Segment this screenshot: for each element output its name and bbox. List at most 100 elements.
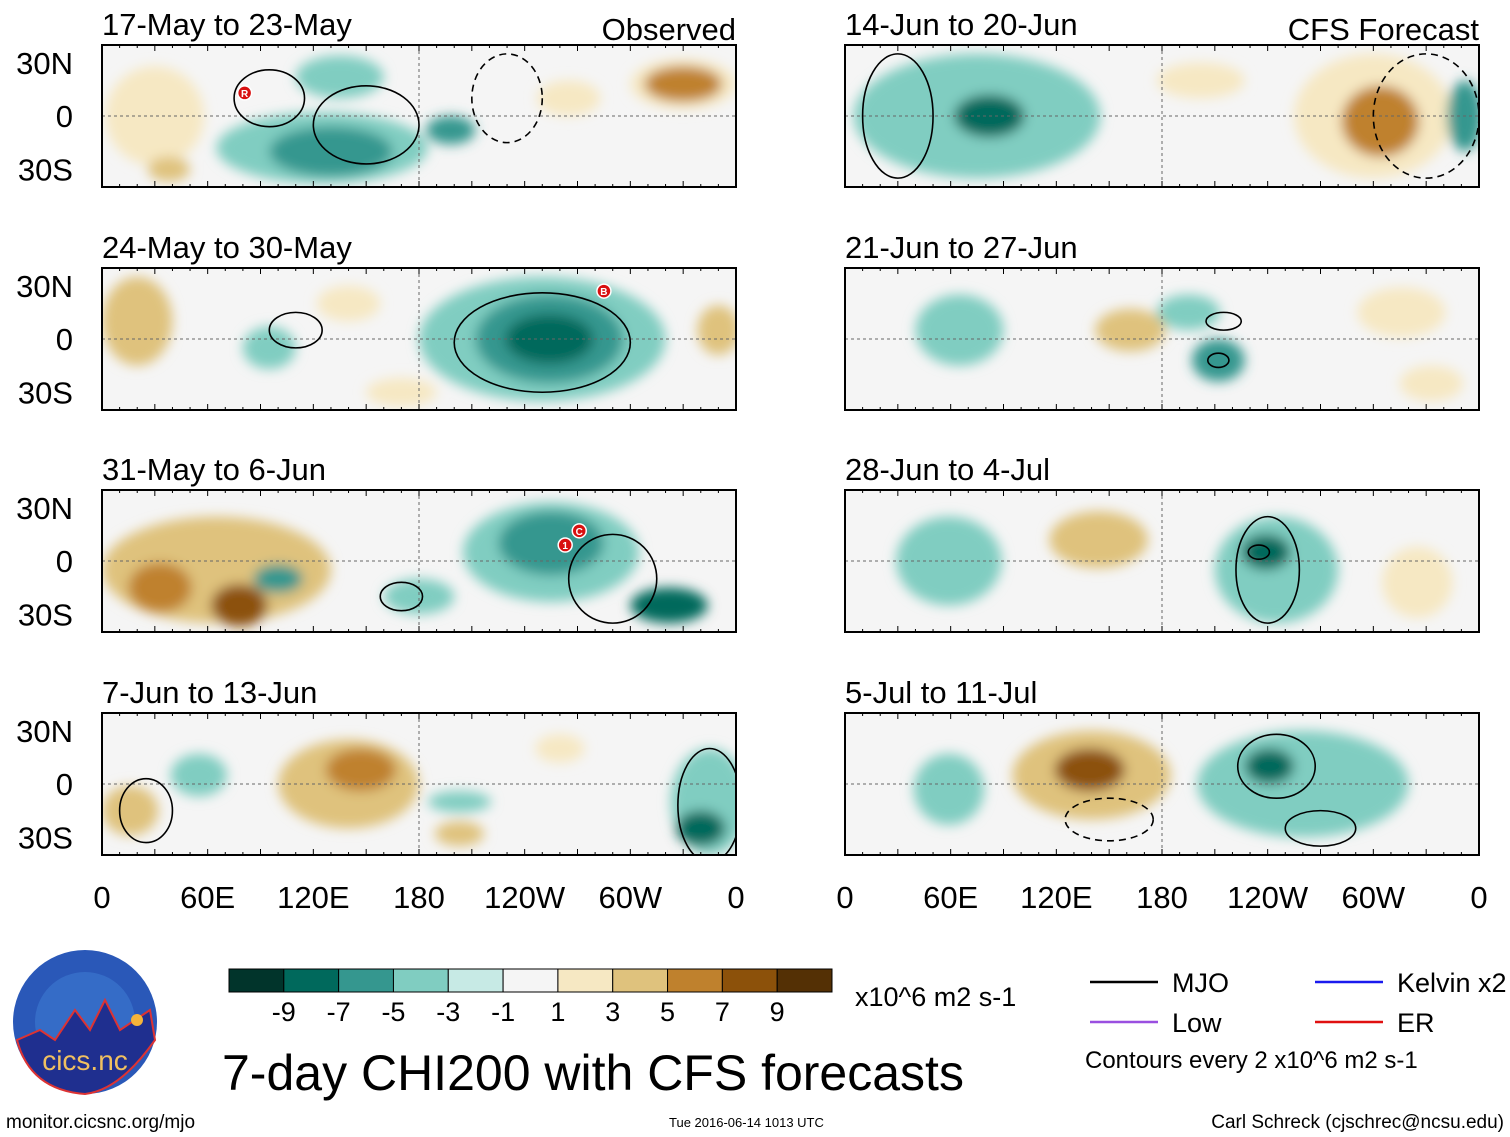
panel-date-range: 5-Jul to 11-Jul (845, 675, 1037, 710)
anomaly-blob (1214, 516, 1339, 624)
lat-tick-label: 30N (16, 491, 73, 526)
anomaly-blob (102, 785, 159, 836)
lon-tick-label: 120E (277, 880, 349, 915)
anomaly-blob (147, 156, 191, 182)
lat-tick-label: 30S (18, 375, 73, 410)
colorbar-level-label: 7 (715, 997, 730, 1027)
lon-tick-label: 60E (923, 880, 978, 915)
panel-date-range: 28-Jun to 4-Jul (845, 452, 1050, 487)
colorbar-swatch (667, 968, 723, 993)
panel-date-range: 7-Jun to 13-Jun (102, 675, 317, 710)
footer-url[interactable]: monitor.cicsnc.org/mjo (6, 1112, 195, 1133)
anomaly-blob (170, 753, 228, 797)
cics-logo: cics.nc (13, 950, 157, 1096)
anomaly-blob (128, 562, 192, 613)
storm-marker (236, 85, 253, 101)
mjo-contour (1247, 544, 1271, 561)
storm-label: 1 (562, 541, 568, 552)
panel-source-tag: CFS Forecast (1288, 12, 1480, 47)
colorbar-swatch (776, 968, 833, 993)
lat-tick-label: 30S (18, 820, 73, 855)
colorbar-units: x10^6 m2 s-1 (855, 982, 1016, 1012)
logo-text: cics.nc (42, 1045, 128, 1076)
lat-tick-label: 0 (56, 544, 73, 579)
anomaly-blob (383, 578, 455, 615)
storm-label: R (241, 89, 249, 100)
lat-tick-label: 30S (18, 152, 73, 187)
colorbar: -9 -7 -5 -3 -1 1 3 5 7 9 (228, 968, 833, 1027)
map-panel: B 24-May to 30-May 30N 0 30S (16, 230, 737, 411)
colorbar-level-label: -1 (491, 997, 515, 1027)
mjo-contour (233, 69, 306, 128)
anomaly-blob (1095, 308, 1166, 352)
anomaly-blob (295, 55, 384, 99)
mjo-contour (453, 292, 632, 394)
lon-tick-label: 120W (484, 880, 566, 915)
lat-tick-label: 30S (18, 597, 73, 632)
map-panel: 7-Jun to 13-Jun 30N 0 30S 0 60E 120E 180 120W 60W… (16, 675, 745, 915)
colorbar-level-label: 1 (550, 997, 565, 1027)
anomaly-blob (1049, 511, 1148, 569)
colorbar-swatch (228, 968, 285, 993)
colorbar-swatch (338, 968, 394, 993)
footer-timestamp: Tue 2016-06-14 1013 UTC (669, 1115, 824, 1130)
mjo-contour (1064, 797, 1154, 842)
lon-tick-label: 180 (393, 880, 445, 915)
colorbar-level-label: 5 (660, 997, 675, 1027)
contour-note: Contours every 2 x10^6 m2 s-1 (1085, 1047, 1418, 1074)
lat-tick-label: 0 (56, 767, 73, 802)
storm-marker (596, 283, 612, 299)
panel-date-range: 14-Jun to 20-Jun (845, 7, 1078, 42)
anomaly-blob (102, 276, 173, 366)
anomaly-blob (316, 285, 381, 322)
colorbar-level-label: -3 (436, 997, 460, 1027)
lon-tick-label: 0 (836, 880, 853, 915)
map-panel: 14-Jun to 20-Jun CFS Forecast (844, 7, 1480, 188)
footer-credit: Carl Schreck (cjschrec@ncsu.edu) (1211, 1112, 1504, 1133)
anomaly-blob (105, 66, 205, 166)
legend-label: ER (1397, 1008, 1435, 1038)
lon-tick-label: 120E (1020, 880, 1092, 915)
panel-date-range: 21-Jun to 27-Jun (845, 230, 1078, 265)
anomaly-blob (498, 511, 604, 576)
anomaly-blob (630, 587, 708, 624)
colorbar-level-label: 9 (770, 997, 785, 1027)
storm-label: B (600, 287, 607, 298)
legend: MJO Kelvin x2 Low ER (1090, 968, 1507, 1038)
map-panel: R 17-May to 23-May Observed 30N 0 30S (16, 7, 737, 188)
map-panel: C1 31-May to 6-Jun 30N 0 30S (16, 452, 737, 633)
colorbar-swatch (392, 968, 449, 993)
colorbar-swatch (721, 968, 778, 993)
mjo-contour (1235, 515, 1301, 624)
mjo-contour (567, 533, 658, 624)
lat-tick-label: 0 (56, 99, 73, 134)
anomaly-blob (426, 116, 476, 145)
mjo-contour (677, 747, 736, 855)
anomaly-blob (535, 734, 585, 763)
anomaly-blob (1357, 287, 1446, 338)
colorbar-swatch (612, 968, 669, 993)
legend-label: Kelvin x2 (1397, 968, 1507, 998)
anomaly-blob (1399, 365, 1464, 402)
anomaly-blob (915, 294, 1004, 366)
lat-tick-label: 30N (16, 714, 73, 749)
mjo-contour (471, 53, 544, 144)
anomaly-blob (505, 314, 594, 364)
anomaly-blob (1156, 294, 1221, 331)
anomaly-blob (1244, 748, 1295, 784)
mjo-contour (1206, 352, 1230, 369)
colorbar-level-label: 3 (605, 997, 620, 1027)
colorbar-level-label: -7 (327, 997, 351, 1027)
mjo-contour (312, 85, 420, 165)
lon-tick-label: 60W (1341, 880, 1405, 915)
panel-source-tag: Observed (602, 12, 736, 47)
colorbar-swatch (557, 968, 614, 993)
mjo-contour (379, 581, 424, 612)
panel-date-range: 24-May to 30-May (102, 230, 352, 265)
colorbar-swatch (502, 968, 559, 993)
storm-label: C (576, 527, 583, 538)
lon-tick-label: 120W (1227, 880, 1309, 915)
mjo-contour (861, 53, 934, 179)
panel-date-range: 31-May to 6-Jun (102, 452, 326, 487)
